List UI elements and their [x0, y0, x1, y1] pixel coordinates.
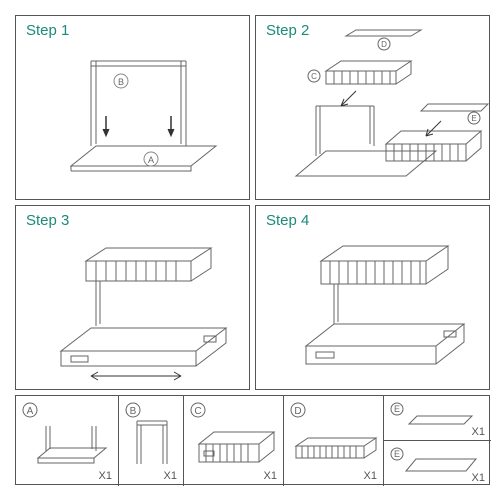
callout-e: E [471, 114, 476, 123]
step-4-diagram [256, 206, 491, 391]
step-panel-3: Step 3 [15, 205, 250, 390]
part-cell-c: C X1 [184, 396, 284, 486]
callout-c: C [311, 72, 317, 81]
part-cell-b: B X1 [119, 396, 184, 486]
step-1-diagram: B A [16, 16, 251, 201]
step-panel-4: Step 4 [255, 205, 490, 390]
part-c-letter: C [194, 406, 201, 417]
part-cell-d: D X1 [284, 396, 384, 486]
step-3-label: Step 3 [26, 212, 69, 229]
part-e2-qty: X1 [472, 472, 485, 484]
part-d-qty: X1 [364, 470, 377, 482]
part-cell-e: E X1 E X1 [384, 396, 491, 486]
step-4-label: Step 4 [266, 212, 309, 229]
parts-list: A X1 B X1 [15, 395, 490, 485]
callout-b: B [118, 77, 124, 87]
part-cell-a: A X1 [16, 396, 119, 486]
step-3-diagram [16, 206, 251, 391]
callout-a: A [148, 155, 154, 165]
part-e1-qty: X1 [472, 426, 485, 438]
part-a-qty: X1 [99, 470, 112, 482]
callout-d: D [381, 40, 387, 49]
part-e1-letter: E [394, 404, 400, 414]
part-d-letter: D [294, 406, 301, 417]
step-2-label: Step 2 [266, 22, 309, 39]
part-b-qty: X1 [164, 470, 177, 482]
step-2-diagram: D C E [256, 16, 491, 201]
part-b-letter: B [130, 406, 137, 417]
part-e2-letter: E [394, 449, 400, 459]
part-a-letter: A [27, 406, 34, 417]
step-panel-2: Step 2 [255, 15, 490, 200]
step-1-label: Step 1 [26, 22, 69, 39]
step-panel-1: Step 1 B [15, 15, 250, 200]
instruction-sheet: Step 1 B [0, 0, 500, 500]
part-c-qty: X1 [264, 470, 277, 482]
